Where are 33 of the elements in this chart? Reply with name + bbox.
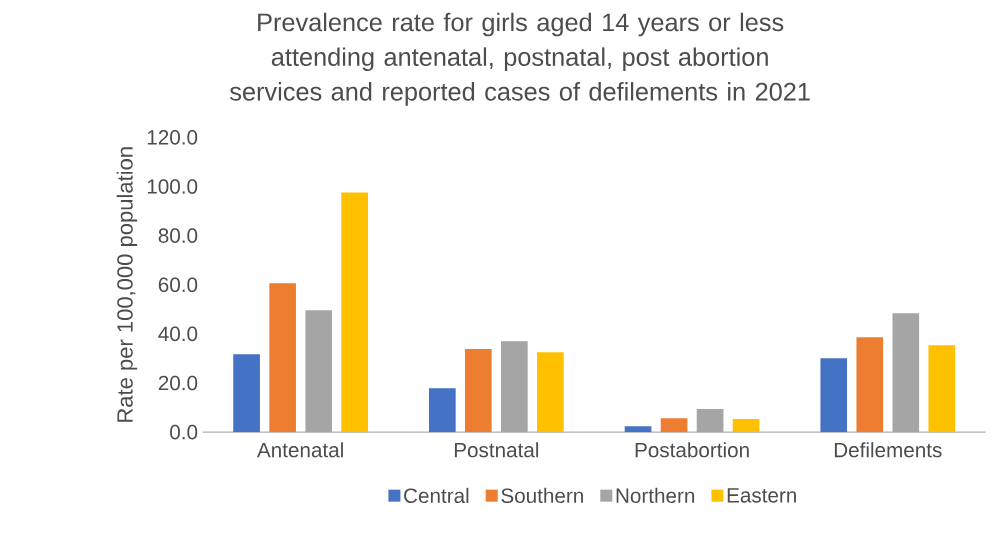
bar	[928, 345, 956, 433]
y-tick-label: 80.0	[158, 228, 198, 244]
bar	[305, 310, 332, 433]
bar	[732, 419, 760, 433]
chart-title: Prevalence rate for girls aged 14 years or less attending antenatal, postnatal, post abortion services and reported cases of defilements in 2021	[230, 12, 810, 106]
y-tick-label: 0.0	[170, 425, 198, 440]
bar	[820, 358, 848, 433]
bar	[624, 426, 652, 433]
legend-label: Eastern	[727, 488, 796, 503]
x-tick-label: Antenatal	[256, 442, 343, 458]
legend-label: Northern	[616, 488, 695, 504]
y-tick-label: 100.0	[147, 179, 198, 195]
bar	[892, 313, 920, 433]
bar	[464, 349, 492, 433]
bar	[233, 354, 260, 433]
y-axis-title: Rate per 100,000 population	[116, 147, 138, 423]
bar	[428, 388, 456, 433]
y-tick-label: 60.0	[158, 277, 198, 293]
bar	[660, 418, 688, 433]
bar	[856, 337, 884, 433]
y-tick-label: 40.0	[158, 326, 198, 342]
bar	[269, 283, 296, 433]
x-tick-label: Postabortion	[635, 442, 749, 458]
x-tick-label: Postnatal	[454, 442, 539, 458]
bar	[501, 341, 528, 433]
legend-label: Central	[404, 488, 469, 504]
bar	[537, 352, 564, 433]
y-tick-label: 120.0	[147, 130, 198, 145]
bar	[696, 409, 724, 433]
bar	[341, 192, 368, 433]
y-tick-label: 20.0	[158, 375, 198, 391]
legend-label: Southern	[501, 488, 583, 504]
x-tick-label: Defilements	[834, 442, 942, 458]
